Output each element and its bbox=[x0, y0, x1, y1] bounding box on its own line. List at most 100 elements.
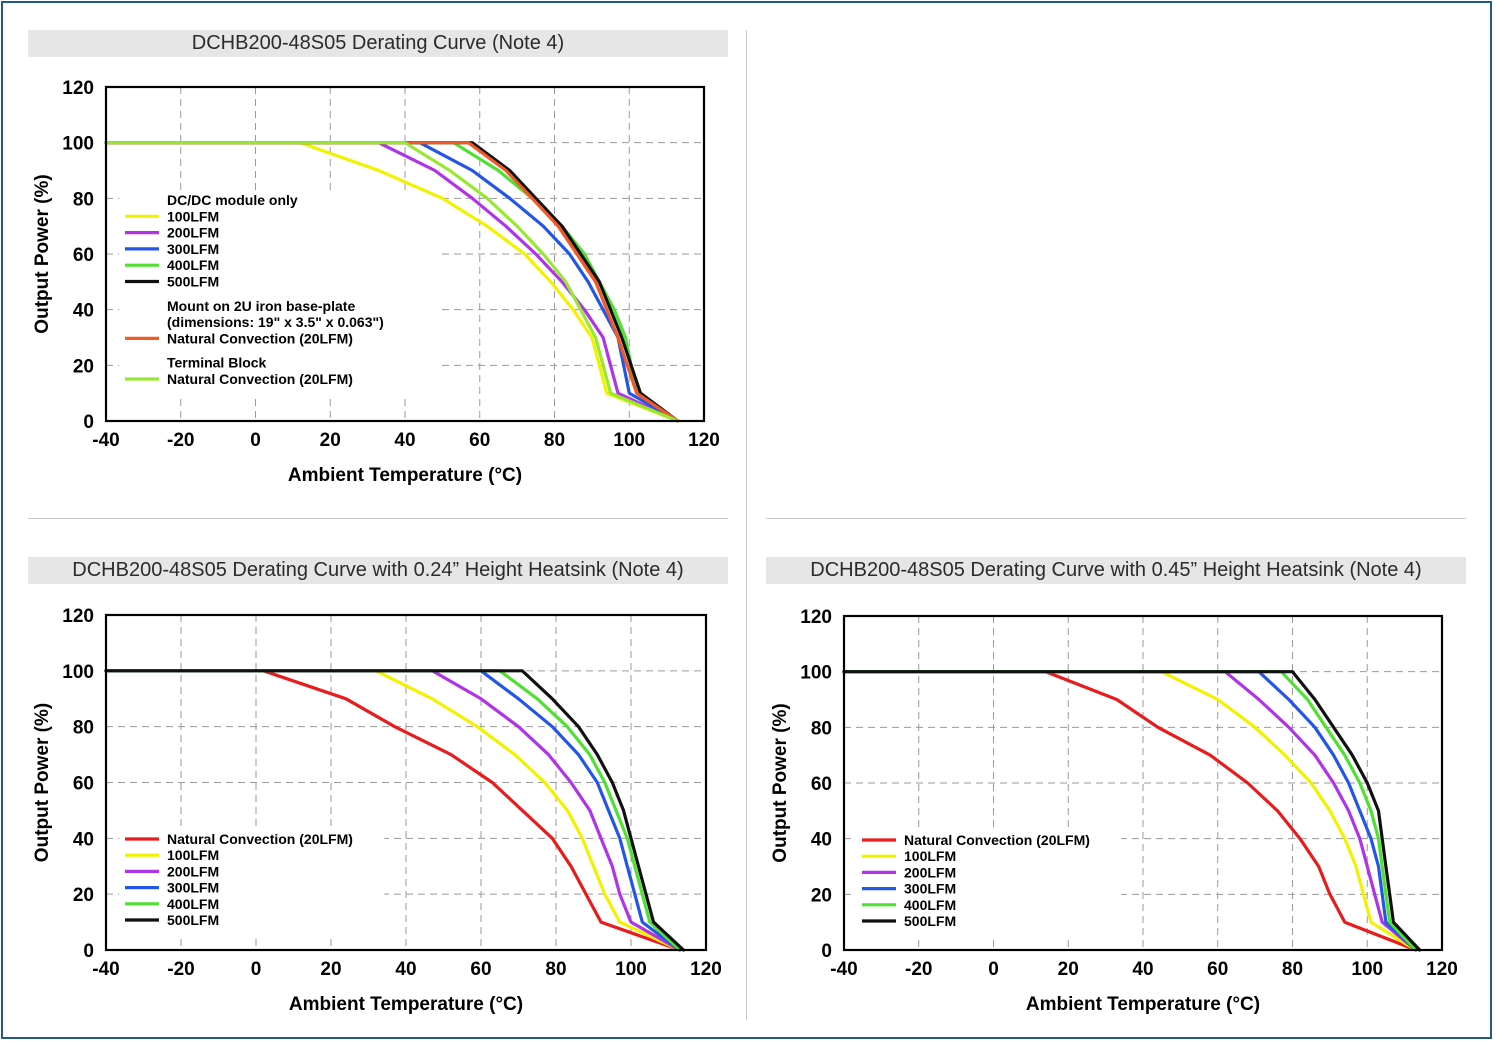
series-line-3 bbox=[104, 669, 682, 952]
legend-entry-label: 100LFM bbox=[167, 208, 219, 224]
y-tick-label: 60 bbox=[73, 774, 94, 795]
y-tick-label: 80 bbox=[73, 189, 94, 210]
legend-entry-label: 400LFM bbox=[167, 896, 219, 912]
x-tick-label: 60 bbox=[469, 430, 490, 451]
chart-title-heatsink-045: DCHB200-48S05 Derating Curve with 0.45” … bbox=[766, 557, 1466, 584]
series-line-0 bbox=[842, 670, 1418, 952]
legend-heading: Terminal Block bbox=[167, 355, 267, 371]
chart-title-derating: DCHB200-48S05 Derating Curve (Note 4) bbox=[28, 30, 728, 57]
y-tick-label: 20 bbox=[73, 885, 94, 906]
x-axis-label: Ambient Temperature (°C) bbox=[289, 994, 523, 1015]
x-tick-label: 0 bbox=[251, 959, 262, 980]
series-line-4 bbox=[104, 141, 680, 423]
y-axis-label: Output Power (%) bbox=[770, 703, 791, 862]
legend-entry-label: 100LFM bbox=[167, 847, 219, 863]
x-tick-label: 100 bbox=[1351, 959, 1383, 980]
legend-entry-label: 200LFM bbox=[167, 863, 219, 879]
x-tick-label: 20 bbox=[320, 430, 341, 451]
series-line-5 bbox=[842, 670, 1422, 952]
row-divider-right bbox=[766, 518, 1466, 519]
legend-entry-label: 500LFM bbox=[167, 274, 219, 290]
legend-entry-label: 500LFM bbox=[904, 913, 956, 929]
legend-entry-label: 100LFM bbox=[904, 848, 956, 864]
series-line-1 bbox=[104, 669, 682, 952]
y-tick-label: 40 bbox=[73, 301, 94, 322]
y-tick-label: 120 bbox=[800, 607, 832, 628]
y-tick-label: 0 bbox=[821, 941, 832, 962]
x-tick-label: 60 bbox=[470, 959, 491, 980]
x-tick-label: -20 bbox=[167, 430, 194, 451]
x-tick-label: 120 bbox=[1426, 959, 1458, 980]
series-line-2 bbox=[842, 670, 1418, 952]
chart-title-heatsink-024: DCHB200-48S05 Derating Curve with 0.24” … bbox=[28, 557, 728, 584]
series-line-2 bbox=[104, 141, 680, 423]
x-tick-label: -20 bbox=[905, 959, 932, 980]
x-axis-label: Ambient Temperature (°C) bbox=[288, 465, 522, 486]
y-tick-label: 40 bbox=[73, 829, 94, 850]
y-tick-label: 0 bbox=[83, 412, 94, 433]
y-tick-label: 20 bbox=[73, 356, 94, 377]
x-tick-label: 40 bbox=[394, 430, 415, 451]
legend-entry-label: 200LFM bbox=[167, 225, 219, 241]
x-tick-label: 80 bbox=[545, 959, 566, 980]
y-tick-label: 20 bbox=[811, 885, 832, 906]
x-axis-label: Ambient Temperature (°C) bbox=[1026, 994, 1260, 1015]
x-tick-label: 80 bbox=[1282, 959, 1303, 980]
row-divider-left bbox=[28, 518, 728, 519]
x-tick-label: 40 bbox=[395, 959, 416, 980]
legend-background bbox=[119, 191, 442, 395]
legend-entry-label: 200LFM bbox=[904, 864, 956, 880]
x-tick-label: 20 bbox=[320, 959, 341, 980]
x-tick-label: 100 bbox=[615, 959, 647, 980]
series-line-0 bbox=[104, 141, 680, 423]
y-axis-label: Output Power (%) bbox=[32, 703, 53, 862]
series-line-4 bbox=[104, 669, 682, 952]
plot-border bbox=[842, 614, 1444, 952]
series-line-5 bbox=[104, 141, 680, 423]
series-line-0 bbox=[104, 669, 682, 952]
legend-heading: (dimensions: 19" x 3.5" x 0.063") bbox=[167, 314, 384, 330]
y-tick-label: 40 bbox=[811, 830, 832, 851]
x-tick-label: -20 bbox=[167, 959, 194, 980]
x-tick-label: -40 bbox=[92, 959, 119, 980]
series-line-2 bbox=[104, 669, 682, 952]
heatsink-045-chart: -40 -20 0 20 40 60 80 100 120 0 20 40 60 80 100 120 Ambi… bbox=[770, 607, 1458, 1015]
x-tick-label: 60 bbox=[1207, 959, 1228, 980]
series-line-6 bbox=[104, 141, 680, 423]
x-tick-label: 80 bbox=[544, 430, 565, 451]
x-tick-label: 0 bbox=[250, 430, 261, 451]
x-tick-label: 20 bbox=[1058, 959, 1079, 980]
plot-border bbox=[104, 85, 706, 423]
legend-entry-label: Natural Convection (20LFM) bbox=[167, 831, 353, 847]
derating-chart: -40 -20 0 20 40 60 80 100 120 0 20 40 60 80 100 120 Ambi… bbox=[32, 78, 720, 486]
y-tick-label: 100 bbox=[62, 134, 94, 155]
legend-entry-label: 400LFM bbox=[904, 897, 956, 913]
x-tick-label: -40 bbox=[92, 430, 119, 451]
legend-background bbox=[856, 831, 1122, 937]
series-line-3 bbox=[842, 670, 1418, 952]
legend-entry-label: 300LFM bbox=[167, 880, 219, 896]
heatsink-024-chart: -40 -20 0 20 40 60 80 100 120 0 20 40 60 80 100 120 Ambi… bbox=[32, 606, 722, 1015]
series-line-1 bbox=[104, 141, 680, 423]
legend-entry-label: Natural Convection (20LFM) bbox=[904, 832, 1090, 848]
series-line-5 bbox=[104, 669, 686, 952]
legend-entry-label: 300LFM bbox=[904, 881, 956, 897]
y-tick-label: 120 bbox=[62, 78, 94, 99]
legend-entry-label: 300LFM bbox=[167, 241, 219, 257]
y-tick-label: 60 bbox=[73, 245, 94, 266]
series-line-4 bbox=[842, 670, 1418, 952]
x-tick-label: 100 bbox=[613, 430, 645, 451]
plot-border bbox=[104, 613, 708, 952]
legend-heading: Mount on 2U iron base-plate bbox=[167, 298, 355, 314]
y-tick-label: 120 bbox=[62, 606, 94, 627]
legend-entry-label: 400LFM bbox=[167, 257, 219, 273]
x-tick-label: 0 bbox=[988, 959, 999, 980]
legend-heading: DC/DC module only bbox=[167, 192, 298, 208]
series-line-1 bbox=[842, 670, 1418, 952]
y-tick-label: 80 bbox=[73, 718, 94, 739]
legend-entry-label: Natural Convection (20LFM) bbox=[167, 371, 353, 387]
y-tick-label: 100 bbox=[800, 663, 832, 684]
x-tick-label: 120 bbox=[688, 430, 720, 451]
x-tick-label: -40 bbox=[830, 959, 857, 980]
